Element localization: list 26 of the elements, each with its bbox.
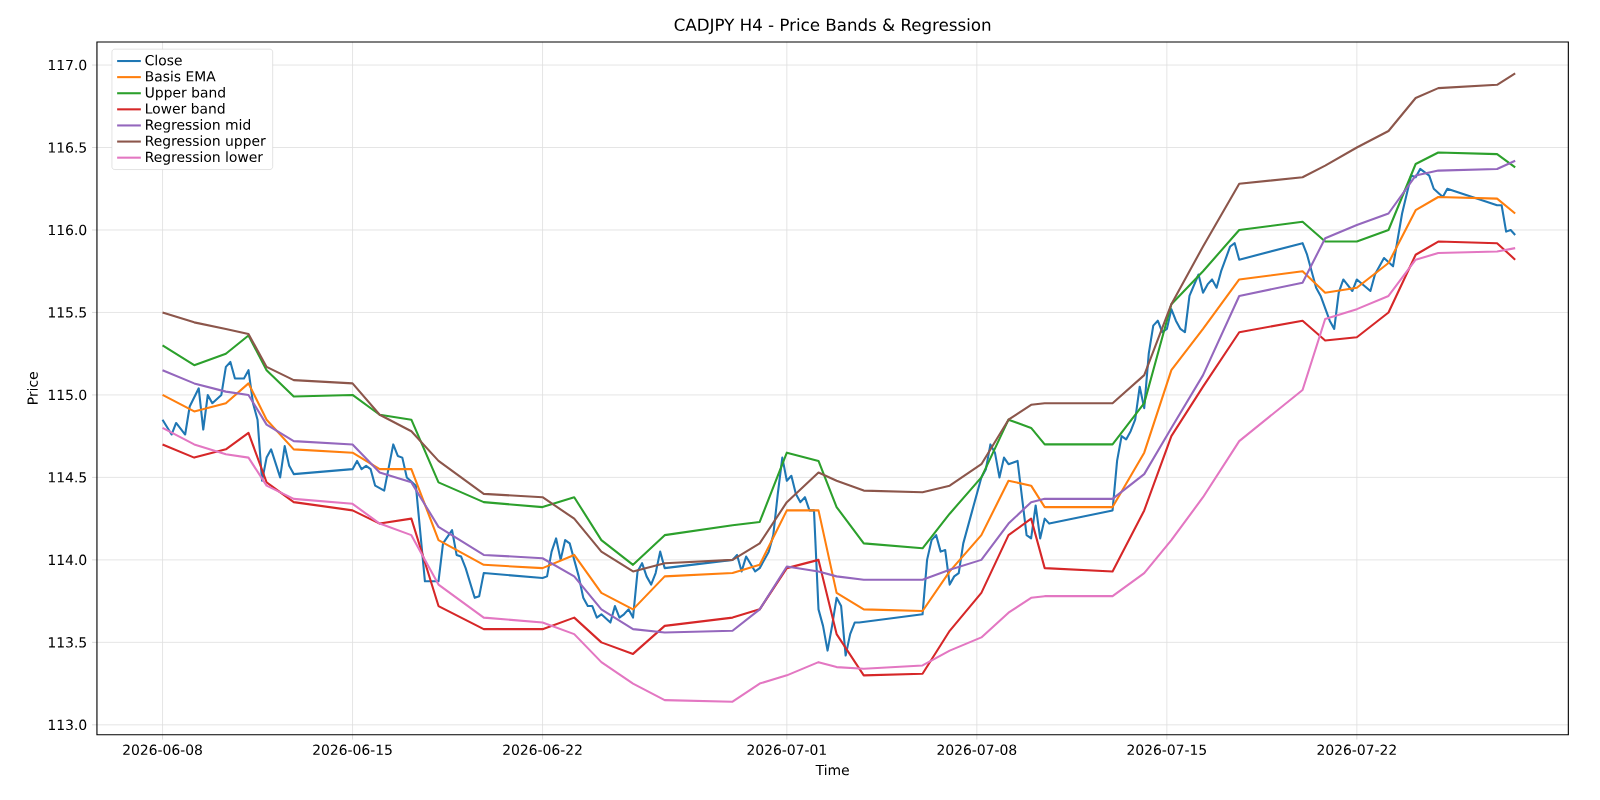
- chart-title: CADJPY H4 - Price Bands & Regression: [674, 18, 991, 35]
- x-tick-label: 2026-06-15: [313, 744, 392, 755]
- x-axis-title: Time: [815, 764, 849, 776]
- legend-label: Regression lower: [146, 151, 264, 165]
- y-tick-label: 116.0: [48, 224, 87, 236]
- x-tick-label: 2026-06-08: [123, 744, 202, 755]
- y-tick-label: 117.0: [48, 59, 87, 71]
- y-axis-title: Price: [27, 372, 38, 404]
- legend-label: Basis EMA: [146, 70, 216, 82]
- legend-label: Lower band: [146, 103, 225, 114]
- legend-label: Regression upper: [146, 135, 266, 149]
- x-tick-label: 2026-07-08: [937, 744, 1017, 755]
- y-tick-label: 113.5: [48, 637, 86, 648]
- legend-label: Regression mid: [146, 119, 250, 133]
- y-tick-label: 115.5: [48, 307, 86, 318]
- x-tick-label: 2026-07-22: [1317, 744, 1396, 755]
- y-tick-label: 114.5: [48, 472, 86, 483]
- y-tick-label: 116.5: [48, 142, 86, 153]
- x-tick-label: 2026-07-15: [1127, 744, 1206, 755]
- y-tick-label: 113.0: [48, 719, 87, 731]
- x-tick-label: 2026-06-22: [503, 744, 582, 755]
- x-tick-label: 2026-07-01: [747, 744, 826, 755]
- y-tick-label: 114.0: [48, 554, 87, 566]
- legend-label: Upper band: [145, 86, 225, 101]
- legend-label: Close: [145, 54, 182, 66]
- y-tick-label: 115.0: [48, 389, 87, 401]
